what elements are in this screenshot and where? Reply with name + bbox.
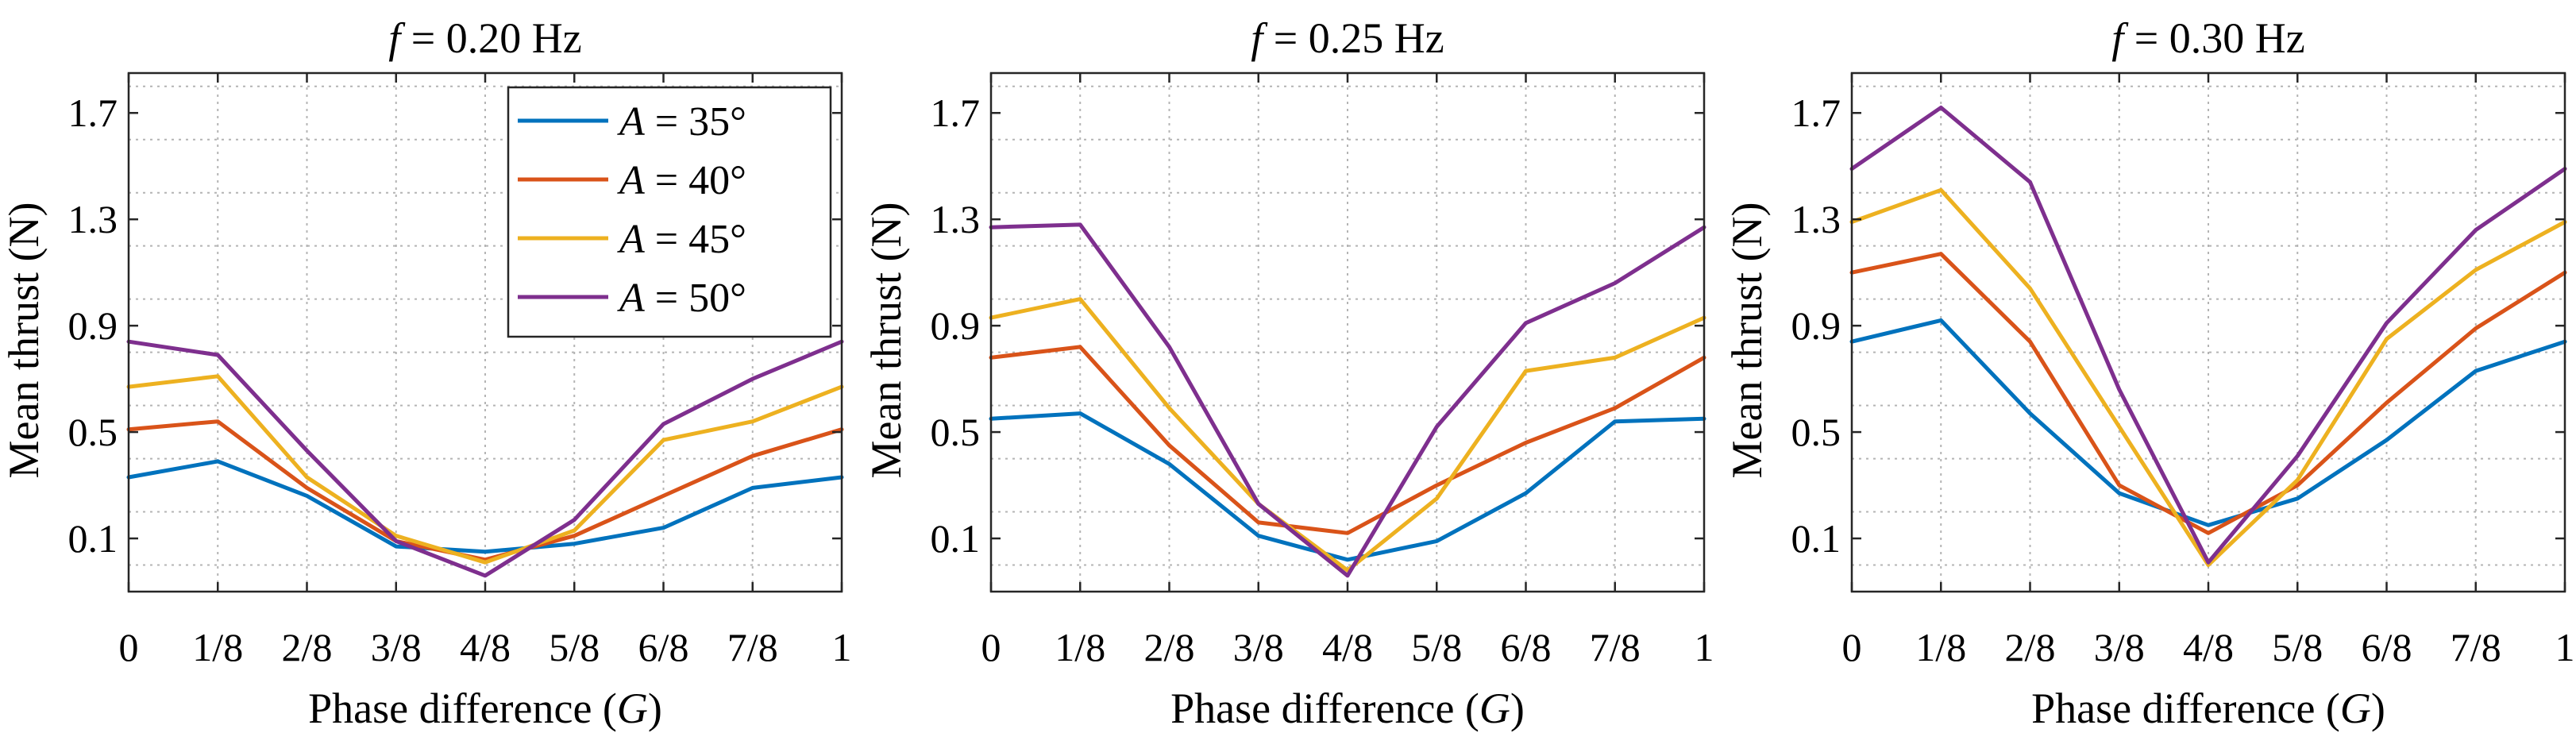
x-tick-label: 0 — [119, 625, 139, 669]
x-tick-label: 4/8 — [460, 625, 511, 669]
x-tick-label: 0 — [1842, 625, 1862, 669]
x-tick-label: 3/8 — [2094, 625, 2145, 669]
legend: A = 35° A = 40° A = 45° A = 50° — [507, 86, 832, 338]
x-tick-label: 6/8 — [638, 625, 689, 669]
chart-panel-2: 0.1 0.5 0.9 1.3 1.7 0 1/8 2/8 3/8 4/8 5/8 6/8 7/8 1 f … — [862, 14, 1714, 732]
chart-panel-1: 0.1 0.5 0.9 1.3 1.7 0 1/8 2/8 3/8 4/8 5/8 6/8 7/8 1 f … — [0, 14, 852, 732]
chart-title: f = 0.20 Hz — [388, 14, 581, 62]
x-tick-label: 2/8 — [2005, 625, 2056, 669]
x-tick-label: 5/8 — [549, 625, 600, 669]
y-tick-label: 1.7 — [1791, 91, 1841, 135]
x-tick-label: 1/8 — [1915, 625, 1966, 669]
series-line-3 — [989, 297, 1706, 573]
y-tick-label: 0.9 — [1791, 303, 1841, 348]
y-axis-label: Mean thrust (N) — [1723, 202, 1771, 479]
series-line-4 — [126, 339, 844, 578]
legend-label-4: A = 50° — [617, 276, 746, 321]
x-axis-label: Phase difference (G) — [1170, 685, 1525, 732]
y-tick-label: 1.3 — [1791, 197, 1841, 241]
chart-panel-3: 0.1 0.5 0.9 1.3 1.7 0 1/8 2/8 3/8 4/8 5/8 6/8 7/8 1 f … — [1723, 14, 2575, 732]
x-tick-label: 7/8 — [1590, 625, 1641, 669]
series-line-3 — [1849, 187, 2567, 567]
chart-title: f = 0.30 Hz — [2111, 14, 2304, 62]
y-axis-label: Mean thrust (N) — [0, 202, 48, 479]
x-axis-label: Phase difference (G) — [308, 685, 662, 732]
x-tick-label: 1 — [832, 625, 852, 669]
series-line-2 — [1849, 252, 2567, 535]
x-tick-label: 1/8 — [1055, 625, 1105, 669]
x-tick-label: 7/8 — [2451, 625, 2501, 669]
y-tick-label: 0.5 — [1791, 410, 1841, 454]
x-tick-label: 2/8 — [282, 625, 333, 669]
x-tick-label: 1 — [1695, 625, 1714, 669]
y-axis-label: Mean thrust (N) — [862, 202, 910, 479]
x-tick-label: 3/8 — [1233, 625, 1284, 669]
y-tick-label: 0.9 — [931, 303, 981, 348]
y-tick-label: 0.5 — [931, 410, 981, 454]
y-tick-label: 1.3 — [68, 197, 118, 241]
series-line-4 — [989, 222, 1706, 578]
x-tick-label: 6/8 — [1501, 625, 1552, 669]
x-tick-label: 1/8 — [192, 625, 243, 669]
x-tick-label: 5/8 — [1411, 625, 1462, 669]
y-tick-label: 0.9 — [68, 303, 118, 348]
series-line-3 — [126, 374, 844, 565]
y-tick-label: 1.7 — [68, 91, 118, 135]
legend-label-1: A = 35° — [617, 99, 746, 145]
legend-label-3: A = 45° — [617, 217, 746, 262]
y-tick-label: 0.1 — [68, 516, 118, 561]
y-tick-label: 1.3 — [931, 197, 981, 241]
x-tick-label: 4/8 — [1322, 625, 1373, 669]
y-tick-label: 0.5 — [68, 410, 118, 454]
series-line-2 — [989, 345, 1706, 535]
series-line-2 — [126, 419, 844, 562]
series-line-1 — [1849, 318, 2567, 527]
chart-title: f = 0.25 Hz — [1251, 14, 1444, 62]
x-tick-label: 6/8 — [2362, 625, 2412, 669]
x-tick-label: 0 — [981, 625, 1001, 669]
x-tick-label: 1 — [2555, 625, 2575, 669]
x-tick-label: 5/8 — [2272, 625, 2323, 669]
x-tick-label: 3/8 — [371, 625, 422, 669]
legend-label-2: A = 40° — [617, 158, 746, 203]
series-line-4 — [1849, 106, 2567, 565]
x-tick-label: 7/8 — [727, 625, 778, 669]
y-tick-label: 0.1 — [931, 516, 981, 561]
x-tick-label: 4/8 — [2183, 625, 2234, 669]
y-tick-label: 1.7 — [931, 91, 981, 135]
series-line-1 — [126, 459, 844, 554]
y-tick-label: 0.1 — [1791, 516, 1841, 561]
series-line-1 — [989, 411, 1706, 562]
x-axis-label: Phase difference (G) — [2031, 685, 2385, 732]
x-tick-label: 2/8 — [1144, 625, 1195, 669]
